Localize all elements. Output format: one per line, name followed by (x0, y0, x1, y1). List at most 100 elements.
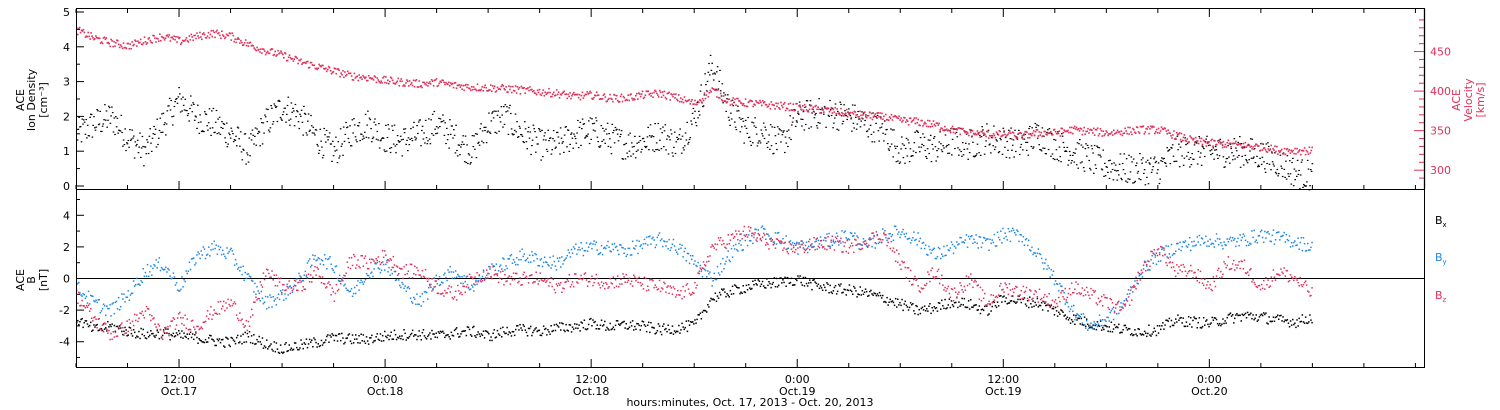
density-point (439, 126, 441, 128)
bx-point (652, 326, 654, 329)
bx-point (224, 346, 226, 348)
bx-point (102, 323, 105, 325)
by-point (585, 242, 588, 244)
velocity-point (625, 98, 628, 101)
by-point (144, 271, 147, 274)
density-y-tick-label: 5 (63, 6, 70, 19)
by-point (411, 302, 414, 304)
density-point (641, 148, 643, 150)
density-point (766, 142, 768, 144)
density-point (899, 161, 902, 163)
bx-point (607, 328, 609, 330)
velocity-point (790, 109, 793, 111)
bx-point (823, 284, 825, 286)
bx-point (664, 328, 666, 331)
density-point (191, 111, 194, 113)
bx-point (1229, 312, 1232, 314)
bx-point (579, 330, 581, 332)
density-point (620, 133, 622, 135)
density-point (786, 130, 788, 132)
velocity-point (385, 76, 387, 78)
density-point (1154, 162, 1157, 164)
velocity-point (173, 35, 175, 37)
density-point (803, 129, 806, 131)
velocity-point (359, 77, 361, 79)
by-point (166, 271, 168, 273)
velocity-point (655, 90, 657, 93)
density-point (743, 142, 745, 144)
bx-point (337, 333, 340, 335)
density-point (999, 137, 1001, 139)
velocity-point (340, 72, 342, 74)
density-point (369, 119, 372, 121)
density-point (1132, 182, 1134, 184)
bx-point (741, 292, 743, 294)
density-point (239, 145, 241, 147)
density-point (779, 129, 781, 131)
density-point (644, 145, 646, 148)
density-point (328, 136, 330, 138)
density-point (108, 107, 111, 109)
density-point (905, 137, 908, 139)
bx-point (623, 320, 625, 323)
velocity-point (1114, 133, 1116, 135)
velocity-point (537, 91, 540, 94)
bx-point (1152, 331, 1154, 333)
by-point (643, 238, 646, 241)
density-point (823, 105, 826, 108)
density-point (337, 141, 340, 143)
bx-point (1300, 320, 1303, 323)
density-point (1150, 171, 1153, 173)
density-point (709, 54, 712, 56)
bx-point (401, 335, 403, 337)
density-point (218, 116, 221, 118)
by-point (442, 282, 444, 284)
density-point (407, 137, 410, 139)
density-point (643, 140, 646, 143)
by-point (242, 265, 244, 267)
density-point (690, 120, 692, 122)
bx-point (253, 334, 255, 336)
bx-point (785, 285, 787, 287)
density-point (616, 128, 618, 130)
by-point (260, 290, 263, 293)
by-point (331, 267, 333, 270)
by-point (496, 273, 499, 275)
velocity-point (1041, 135, 1043, 138)
density-point (517, 136, 519, 138)
density-point (1224, 166, 1226, 168)
bx-point (867, 295, 869, 297)
density-point (1051, 153, 1054, 155)
bx-point (962, 304, 964, 306)
density-point (1294, 179, 1296, 181)
density-point (1171, 147, 1173, 149)
density-point (976, 143, 979, 145)
density-point (333, 146, 336, 148)
by-point (504, 269, 506, 271)
bx-point (713, 299, 715, 301)
bx-point (748, 287, 751, 289)
bx-point (926, 308, 928, 310)
density-point (187, 113, 190, 115)
velocity-point (917, 118, 919, 121)
density-point (814, 114, 816, 116)
bx-point (909, 302, 912, 304)
bx-point (335, 334, 338, 337)
bx-point (1216, 322, 1219, 325)
density-point (179, 93, 181, 95)
bx-point (815, 282, 817, 285)
bx-point (667, 324, 669, 326)
density-point (542, 156, 544, 158)
density-point (1145, 161, 1147, 163)
bx-point (1098, 325, 1101, 327)
by-point (1011, 227, 1014, 230)
velocity-point (810, 104, 813, 107)
density-point (997, 152, 1000, 154)
velocity-point (283, 57, 285, 59)
by-point (352, 292, 355, 295)
velocity-point (964, 131, 966, 134)
velocity-point (836, 108, 838, 110)
velocity-point (801, 109, 803, 111)
velocity-point (868, 111, 871, 113)
bx-point (739, 292, 741, 295)
